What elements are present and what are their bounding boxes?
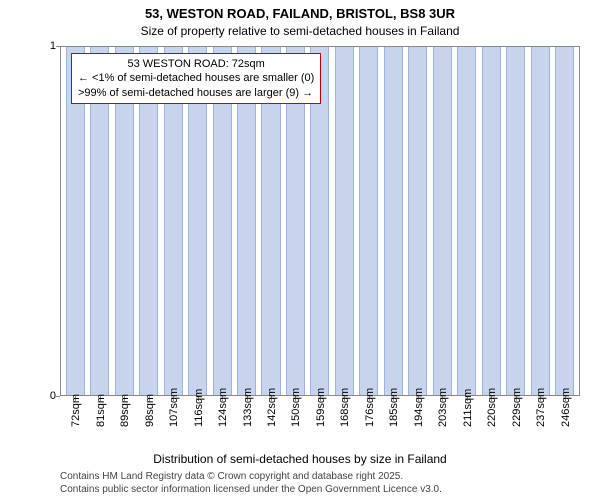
- bar: [482, 47, 501, 395]
- bar: [408, 47, 427, 395]
- chart-container: 53, WESTON ROAD, FAILAND, BRISTOL, BS8 3…: [0, 0, 600, 500]
- bar: [433, 47, 452, 395]
- annotation-line: >99% of semi-detached houses are larger …: [78, 86, 314, 100]
- annotation-line: ← <1% of semi-detached houses are smalle…: [78, 71, 314, 85]
- x-axis-label: Distribution of semi-detached houses by …: [0, 452, 600, 466]
- x-tick-label: 159sqm: [315, 388, 327, 427]
- bar-slot: 176sqm: [357, 47, 381, 395]
- plot-area: 72sqm81sqm89sqm98sqm107sqm116sqm124sqm13…: [60, 46, 580, 396]
- x-tick-label: 107sqm: [168, 388, 180, 427]
- x-tick-label: 203sqm: [437, 388, 449, 427]
- x-tick-label: 98sqm: [144, 394, 156, 427]
- annotation-box: 53 WESTON ROAD: 72sqm← <1% of semi-detac…: [71, 53, 321, 104]
- bar-slot: 203sqm: [430, 47, 454, 395]
- bar: [384, 47, 403, 395]
- y-tick-label: 1: [42, 40, 56, 52]
- y-tick-mark: [56, 46, 60, 47]
- y-tick-mark: [56, 396, 60, 397]
- x-tick-label: 246sqm: [560, 388, 572, 427]
- x-tick-label: 116sqm: [193, 389, 205, 427]
- footer-line: Contains public sector information licen…: [60, 484, 442, 497]
- x-tick-label: 81sqm: [95, 394, 107, 427]
- x-tick-label: 237sqm: [535, 388, 547, 427]
- x-tick-label: 220sqm: [486, 388, 498, 427]
- x-tick-label: 133sqm: [242, 388, 254, 427]
- y-tick-label: 0: [42, 390, 56, 402]
- footer-credits: Contains HM Land Registry data © Crown c…: [60, 471, 442, 496]
- x-tick-label: 124sqm: [217, 388, 229, 427]
- bar-slot: 211sqm: [455, 47, 479, 395]
- bar: [531, 47, 550, 395]
- bar-slot: 194sqm: [406, 47, 430, 395]
- bar-slot: 229sqm: [503, 47, 527, 395]
- x-tick-label: 72sqm: [70, 394, 82, 427]
- annotation-line: 53 WESTON ROAD: 72sqm: [78, 57, 314, 71]
- bar: [359, 47, 378, 395]
- bar: [555, 47, 574, 395]
- bar-slot: 220sqm: [479, 47, 503, 395]
- footer-line: Contains HM Land Registry data © Crown c…: [60, 471, 442, 484]
- chart-title: 53, WESTON ROAD, FAILAND, BRISTOL, BS8 3…: [0, 6, 600, 21]
- bar: [335, 47, 354, 395]
- x-tick-label: 194sqm: [413, 388, 425, 427]
- x-tick-label: 150sqm: [290, 388, 302, 427]
- bar: [457, 47, 476, 395]
- bar-slot: 168sqm: [332, 47, 356, 395]
- x-tick-label: 211sqm: [462, 389, 474, 427]
- x-tick-label: 168sqm: [339, 388, 351, 427]
- chart-subtitle: Size of property relative to semi-detach…: [0, 24, 600, 38]
- x-tick-label: 185sqm: [388, 388, 400, 427]
- x-tick-label: 89sqm: [119, 394, 131, 427]
- bar-slot: 237sqm: [528, 47, 552, 395]
- x-tick-label: 229sqm: [511, 388, 523, 427]
- x-tick-label: 142sqm: [266, 388, 278, 427]
- bar: [506, 47, 525, 395]
- x-tick-label: 176sqm: [364, 388, 376, 427]
- bar-slot: 246sqm: [552, 47, 576, 395]
- bar-slot: 185sqm: [381, 47, 405, 395]
